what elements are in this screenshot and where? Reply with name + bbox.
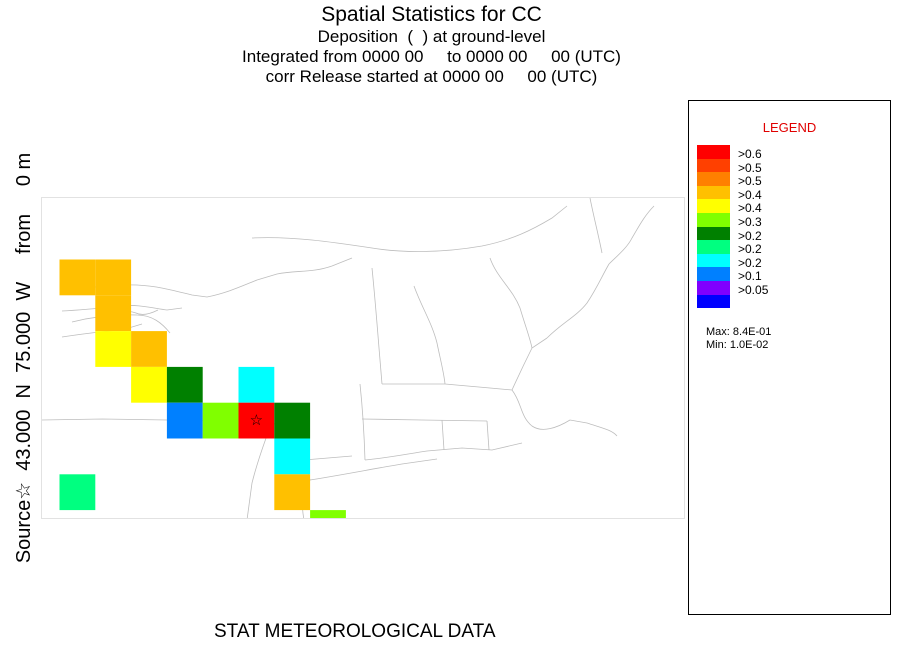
legend-label: >0.3 <box>738 214 762 229</box>
deposition-cell <box>95 331 132 367</box>
state-border-nh-me <box>489 257 533 349</box>
subtitle-line-1: Deposition ( ) at ground-level <box>317 27 546 46</box>
deposition-cell <box>238 402 275 439</box>
legend-label: >0.5 <box>738 160 762 175</box>
deposition-cell <box>166 366 203 403</box>
title-block: Spatial Statistics for CC Deposition ( )… <box>0 3 863 87</box>
legend-swatch <box>697 212 730 227</box>
legend-panel: LEGEND >0.6 >0.5 >0.5 >0.4 >0.4 >0.3 >0.… <box>688 100 891 615</box>
deposition-cell <box>59 474 96 511</box>
coastline-cape-cod <box>511 389 618 437</box>
legend-label: >0.2 <box>738 228 762 243</box>
legend-title: LEGEND <box>762 120 817 135</box>
deposition-cell <box>95 259 132 296</box>
border-quebec <box>251 205 568 252</box>
deposition-cell <box>238 366 275 403</box>
deposition-cell <box>274 402 311 439</box>
legend-label: >0.1 <box>738 269 762 284</box>
river-contours <box>71 314 171 334</box>
deposition-cell <box>274 438 311 475</box>
meteorological-data-label: STAT METEOROLOGICAL DATA <box>214 621 496 642</box>
subtitle-line-3: corr Release started at 0000 00 00 (UTC) <box>265 67 598 86</box>
legend-label: >0.5 <box>738 174 762 189</box>
deposition-grid <box>59 259 346 518</box>
source-location-label: Source☆ 43.000 N 75.000 W from 0 m <box>13 152 35 564</box>
coastline-ma-north <box>511 337 548 391</box>
legend-swatch <box>697 185 730 200</box>
deposition-cell <box>95 295 132 332</box>
legend-swatch <box>697 172 730 186</box>
legend-swatch <box>697 253 730 268</box>
deposition-cell <box>59 259 96 296</box>
subtitle-line-2: Integrated from 0000 00 to 0000 00 00 (U… <box>242 47 621 66</box>
stats-block: Max: 8.4E-01 Min: 1.0E-02 <box>706 326 771 352</box>
border-new-brunswick <box>589 198 603 254</box>
legend-label: >0.05 <box>738 282 769 297</box>
legend-swatch <box>697 145 730 159</box>
legend-label: >0.6 <box>738 147 762 161</box>
legend-label: >0.4 <box>738 187 762 202</box>
map-panel: ☆ <box>41 197 685 519</box>
deposition-cell <box>274 474 311 511</box>
state-border-vt-nh <box>413 285 446 385</box>
chart-title: Spatial Statistics for CC <box>321 3 542 26</box>
state-border-ny-ct <box>359 383 366 461</box>
source-star-icon: ☆ <box>250 412 263 429</box>
coastline-long-island <box>309 458 438 481</box>
state-border-ri-ma <box>486 420 490 451</box>
coastline-ct <box>364 442 523 461</box>
state-border-ma-north <box>382 383 513 391</box>
state-border-ma-south <box>361 418 488 422</box>
legend-label: >0.2 <box>738 242 762 257</box>
deposition-cell <box>131 366 167 403</box>
max-value: Max: 8.4E-01 <box>706 326 772 338</box>
min-value: Min: 1.0E-02 <box>706 339 769 351</box>
map-canvas: ☆ <box>42 198 655 518</box>
deposition-cell <box>166 402 203 439</box>
legend-swatch <box>697 240 730 254</box>
border-nj-ny-south <box>303 455 353 461</box>
legend-swatch <box>697 294 730 309</box>
legend-swatch <box>697 158 730 173</box>
deposition-cell <box>202 402 239 439</box>
state-border-ct-ri <box>441 419 445 451</box>
coastline-maine <box>546 205 655 339</box>
deposition-cell <box>131 331 167 367</box>
legend-swatch <box>697 199 730 213</box>
legend-swatch <box>697 267 730 281</box>
deposition-cell <box>310 510 346 518</box>
legend-label: >0.2 <box>738 255 762 270</box>
legend-label: >0.4 <box>738 201 762 216</box>
legend-swatch <box>697 226 730 241</box>
legend-swatch <box>697 280 730 295</box>
state-border-ny-vt <box>371 267 383 385</box>
